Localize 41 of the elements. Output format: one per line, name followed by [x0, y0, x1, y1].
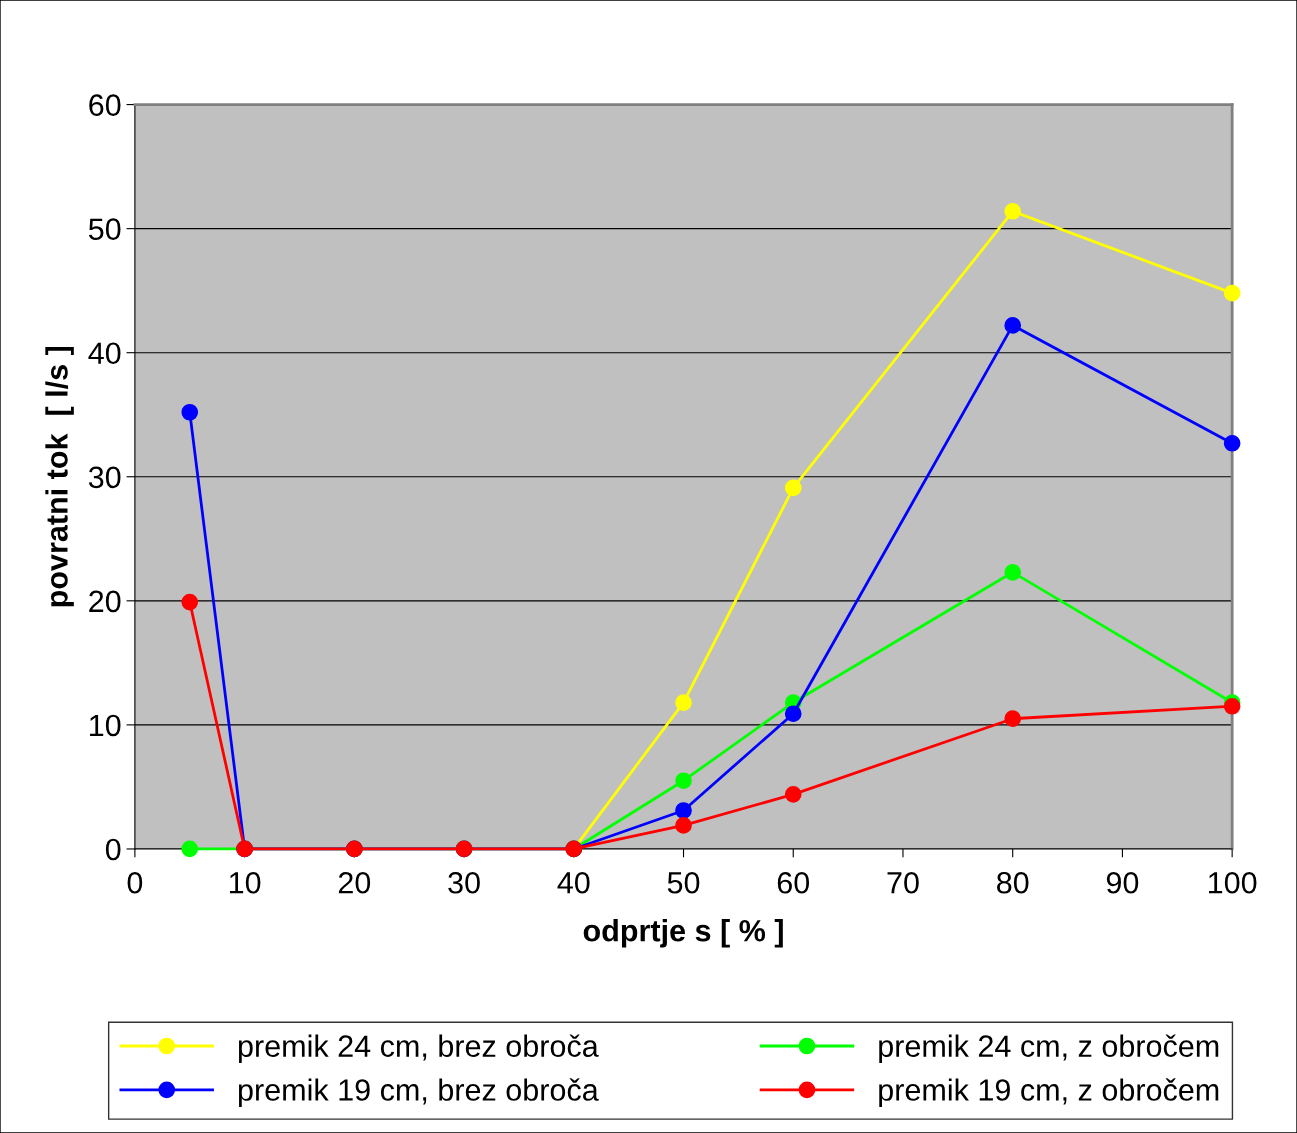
x-tick-label: 60	[777, 871, 810, 894]
y-tick-label: 60	[89, 94, 121, 116]
point	[181, 593, 199, 611]
x-tick-label: 0	[127, 871, 143, 894]
x-axis-title: odprtje s [ % ]	[583, 919, 783, 948]
point	[1223, 434, 1241, 452]
point	[1004, 710, 1022, 728]
y-tick-label: 20	[89, 590, 121, 613]
y-tick-label: 30	[88, 466, 121, 489]
point	[784, 705, 802, 723]
y-tick-label: 40	[88, 342, 121, 365]
point	[784, 479, 802, 497]
y-tick-label: 10	[90, 714, 121, 737]
x-tick-label: 90	[1106, 871, 1139, 894]
point	[181, 403, 199, 421]
x-tick-label: 40	[557, 871, 590, 894]
point	[784, 786, 802, 803]
legend-label: premik 19 cm, z obročem	[879, 1078, 1219, 1107]
point	[1223, 697, 1241, 715]
y-axis-title: povratni tok [ l/s ]	[45, 346, 74, 607]
x-tick-label: 80	[997, 871, 1029, 894]
x-tick-label: 70	[887, 871, 919, 894]
legend-label: premik 24 cm, brez obroča	[238, 1034, 599, 1064]
legend-label: premik 19 cm, brez obroča	[238, 1078, 599, 1107]
point	[675, 817, 692, 834]
point	[675, 802, 692, 819]
x-tick-label: 50	[667, 871, 700, 894]
point	[1004, 202, 1022, 220]
point	[1004, 563, 1022, 581]
x-tick-label: 100	[1208, 871, 1257, 894]
point	[1223, 284, 1241, 302]
legend-label: premik 24 cm, z obročem	[879, 1034, 1219, 1064]
point	[675, 772, 692, 790]
x-tick-label: 10	[229, 871, 261, 894]
point	[1004, 317, 1022, 334]
x-tick-label: 30	[448, 871, 480, 894]
point	[675, 694, 692, 711]
x-tick-label: 20	[338, 871, 371, 894]
y-tick-label: 50	[88, 218, 121, 241]
point	[181, 840, 199, 858]
y-tick-label: 0	[105, 838, 121, 861]
